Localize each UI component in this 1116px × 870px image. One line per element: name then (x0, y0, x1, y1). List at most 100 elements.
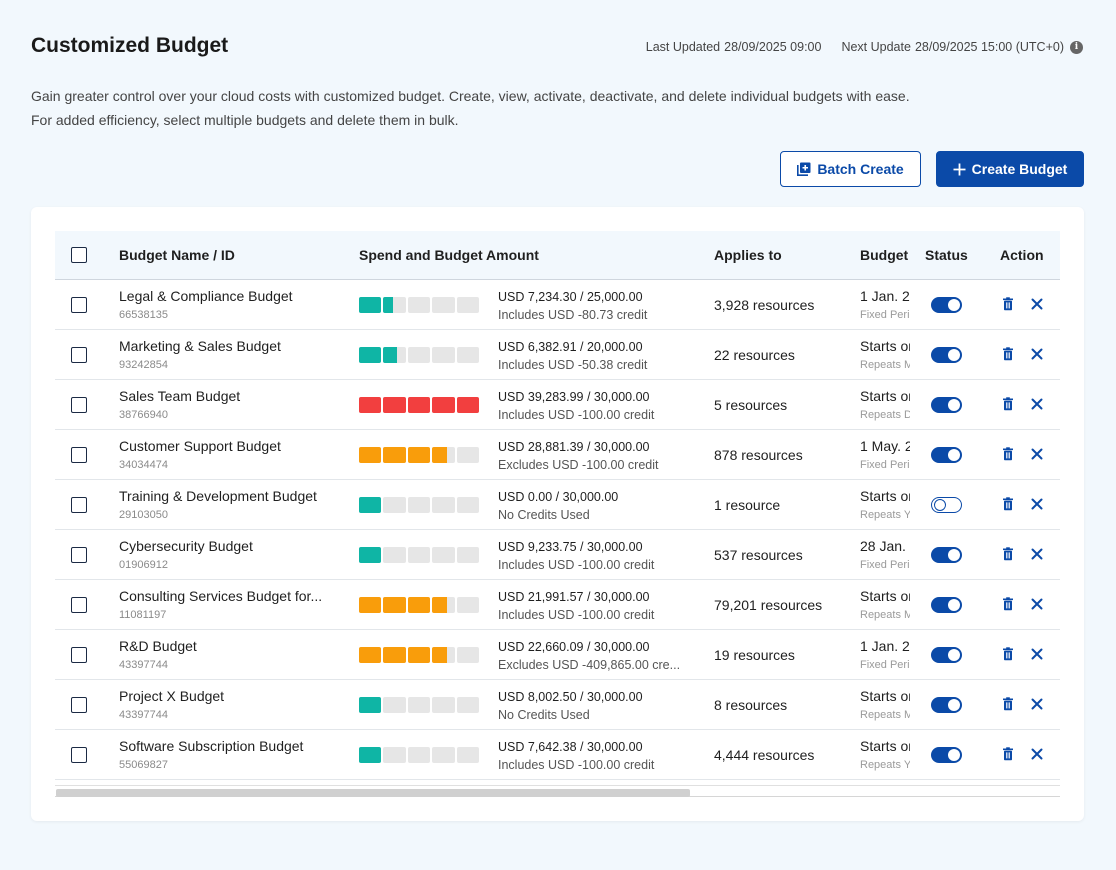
budget-period: Starts on (860, 388, 910, 404)
budget-name[interactable]: Sales Team Budget (119, 388, 241, 404)
spend-progress-bar (359, 497, 480, 513)
status-toggle[interactable] (931, 497, 962, 513)
close-icon[interactable] (1030, 397, 1044, 411)
table-row[interactable]: Sales Team Budget 38766940 USD 39,283.99 /… (55, 380, 1060, 430)
row-checkbox[interactable] (71, 497, 87, 513)
status-toggle[interactable] (931, 347, 962, 363)
status-toggle[interactable] (931, 647, 962, 663)
budget-name[interactable]: R&D Budget (119, 638, 197, 654)
close-icon[interactable] (1030, 647, 1044, 661)
spend-progress-bar (359, 697, 480, 713)
spend-amount: USD 0.00 / 30,000.00 (498, 490, 619, 504)
budget-name[interactable]: Software Subscription Budget (119, 738, 304, 754)
row-checkbox[interactable] (71, 547, 87, 563)
create-budget-button[interactable]: Create Budget (936, 151, 1084, 187)
col-header-action[interactable]: Action (1000, 247, 1044, 263)
trash-icon[interactable] (1001, 297, 1015, 311)
row-checkbox[interactable] (71, 647, 87, 663)
budget-period: Starts on (860, 738, 910, 754)
table-row[interactable]: Marketing & Sales Budget 93242854 USD 6,38… (55, 330, 1060, 380)
col-header-name[interactable]: Budget Name / ID (119, 247, 235, 263)
status-toggle[interactable] (931, 447, 962, 463)
trash-icon[interactable] (1001, 647, 1015, 661)
applies-to[interactable]: 19 resources (714, 647, 795, 663)
applies-to[interactable]: 8 resources (714, 697, 788, 713)
trash-icon[interactable] (1001, 447, 1015, 461)
budget-name[interactable]: Marketing & Sales Budget (119, 338, 281, 354)
col-header-status[interactable]: Status (925, 247, 968, 263)
close-icon[interactable] (1030, 447, 1044, 461)
info-icon[interactable]: i (1070, 40, 1083, 54)
col-header-applies[interactable]: Applies to (714, 247, 782, 263)
batch-create-button[interactable]: Batch Create (780, 151, 921, 187)
trash-icon[interactable] (1001, 747, 1015, 761)
budget-type: Repeats Yearly (860, 509, 910, 521)
table-row[interactable]: Project X Budget 43397744 USD 8,002.50 / 3… (55, 680, 1060, 730)
row-checkbox[interactable] (71, 597, 87, 613)
table-row[interactable]: Training & Development Budget 29103050 USD… (55, 480, 1060, 530)
budget-name[interactable]: Customer Support Budget (119, 438, 281, 454)
table-row[interactable]: Customer Support Budget 34034474 USD 28,88… (55, 430, 1060, 480)
progress-segment (432, 747, 455, 763)
close-icon[interactable] (1030, 347, 1044, 361)
progress-segment (407, 597, 431, 613)
applies-to[interactable]: 79,201 resources (714, 597, 823, 613)
budget-id: 43397744 (119, 659, 168, 671)
row-checkbox[interactable] (71, 347, 87, 363)
row-checkbox[interactable] (71, 747, 87, 763)
trash-icon[interactable] (1001, 347, 1015, 361)
status-toggle[interactable] (931, 697, 962, 713)
trash-icon[interactable] (1001, 397, 1015, 411)
table-row[interactable]: Consulting Services Budget for... 1108119… (55, 580, 1060, 630)
row-checkbox[interactable] (71, 447, 87, 463)
budget-name[interactable]: Cybersecurity Budget (119, 538, 253, 554)
applies-to[interactable]: 4,444 resources (714, 747, 815, 763)
select-all-checkbox[interactable] (71, 247, 87, 263)
table-row[interactable]: Legal & Compliance Budget 66538135 USD 7,2… (55, 280, 1060, 330)
table-row[interactable]: R&D Budget 43397744 USD 22,660.09 / 30,000… (55, 630, 1060, 680)
close-icon[interactable] (1030, 697, 1044, 711)
trash-icon[interactable] (1001, 547, 1015, 561)
status-toggle[interactable] (931, 747, 962, 763)
trash-icon[interactable] (1001, 597, 1015, 611)
progress-segment (383, 397, 406, 413)
row-checkbox[interactable] (71, 697, 87, 713)
row-checkbox[interactable] (71, 297, 87, 313)
status-toggle[interactable] (931, 297, 962, 313)
credit-info: No Credits Used (498, 508, 590, 522)
trash-icon[interactable] (1001, 497, 1015, 511)
col-header-spend[interactable]: Spend and Budget Amount (359, 247, 539, 263)
status-toggle[interactable] (931, 397, 962, 413)
budget-name[interactable]: Project X Budget (119, 688, 225, 704)
budget-period: 1 May. 2025 (860, 438, 910, 454)
applies-to[interactable]: 878 resources (714, 447, 803, 463)
budget-type: Repeats Daily (860, 409, 910, 421)
budget-name[interactable]: Consulting Services Budget for... (119, 588, 323, 604)
col-header-budget[interactable]: Budget (860, 247, 909, 263)
status-toggle[interactable] (931, 597, 962, 613)
close-icon[interactable] (1030, 297, 1044, 311)
applies-to[interactable]: 5 resources (714, 397, 788, 413)
applies-to[interactable]: 1 resource (714, 497, 781, 513)
applies-to[interactable]: 3,928 resources (714, 297, 815, 313)
horizontal-scrollbar[interactable] (55, 785, 1060, 797)
close-icon[interactable] (1030, 497, 1044, 511)
close-icon[interactable] (1030, 747, 1044, 761)
status-toggle[interactable] (931, 547, 962, 563)
close-icon[interactable] (1030, 547, 1044, 561)
budget-name[interactable]: Training & Development Budget (119, 488, 317, 504)
close-icon[interactable] (1030, 597, 1044, 611)
trash-icon[interactable] (1001, 697, 1015, 711)
credit-info: Excludes USD -100.00 credit (498, 458, 659, 472)
spend-amount: USD 7,234.30 / 25,000.00 (498, 290, 643, 304)
progress-segment (432, 647, 455, 663)
table-row[interactable]: Software Subscription Budget 55069827 USD … (55, 730, 1060, 780)
row-checkbox[interactable] (71, 397, 87, 413)
progress-segment (407, 647, 431, 663)
applies-to[interactable]: 537 resources (714, 547, 803, 563)
budget-name[interactable]: Legal & Compliance Budget (119, 288, 293, 304)
applies-to[interactable]: 22 resources (714, 347, 795, 363)
progress-segment (407, 497, 431, 513)
table-row[interactable]: Cybersecurity Budget 01906912 USD 9,233.75… (55, 530, 1060, 580)
scrollbar-thumb[interactable] (56, 789, 690, 797)
